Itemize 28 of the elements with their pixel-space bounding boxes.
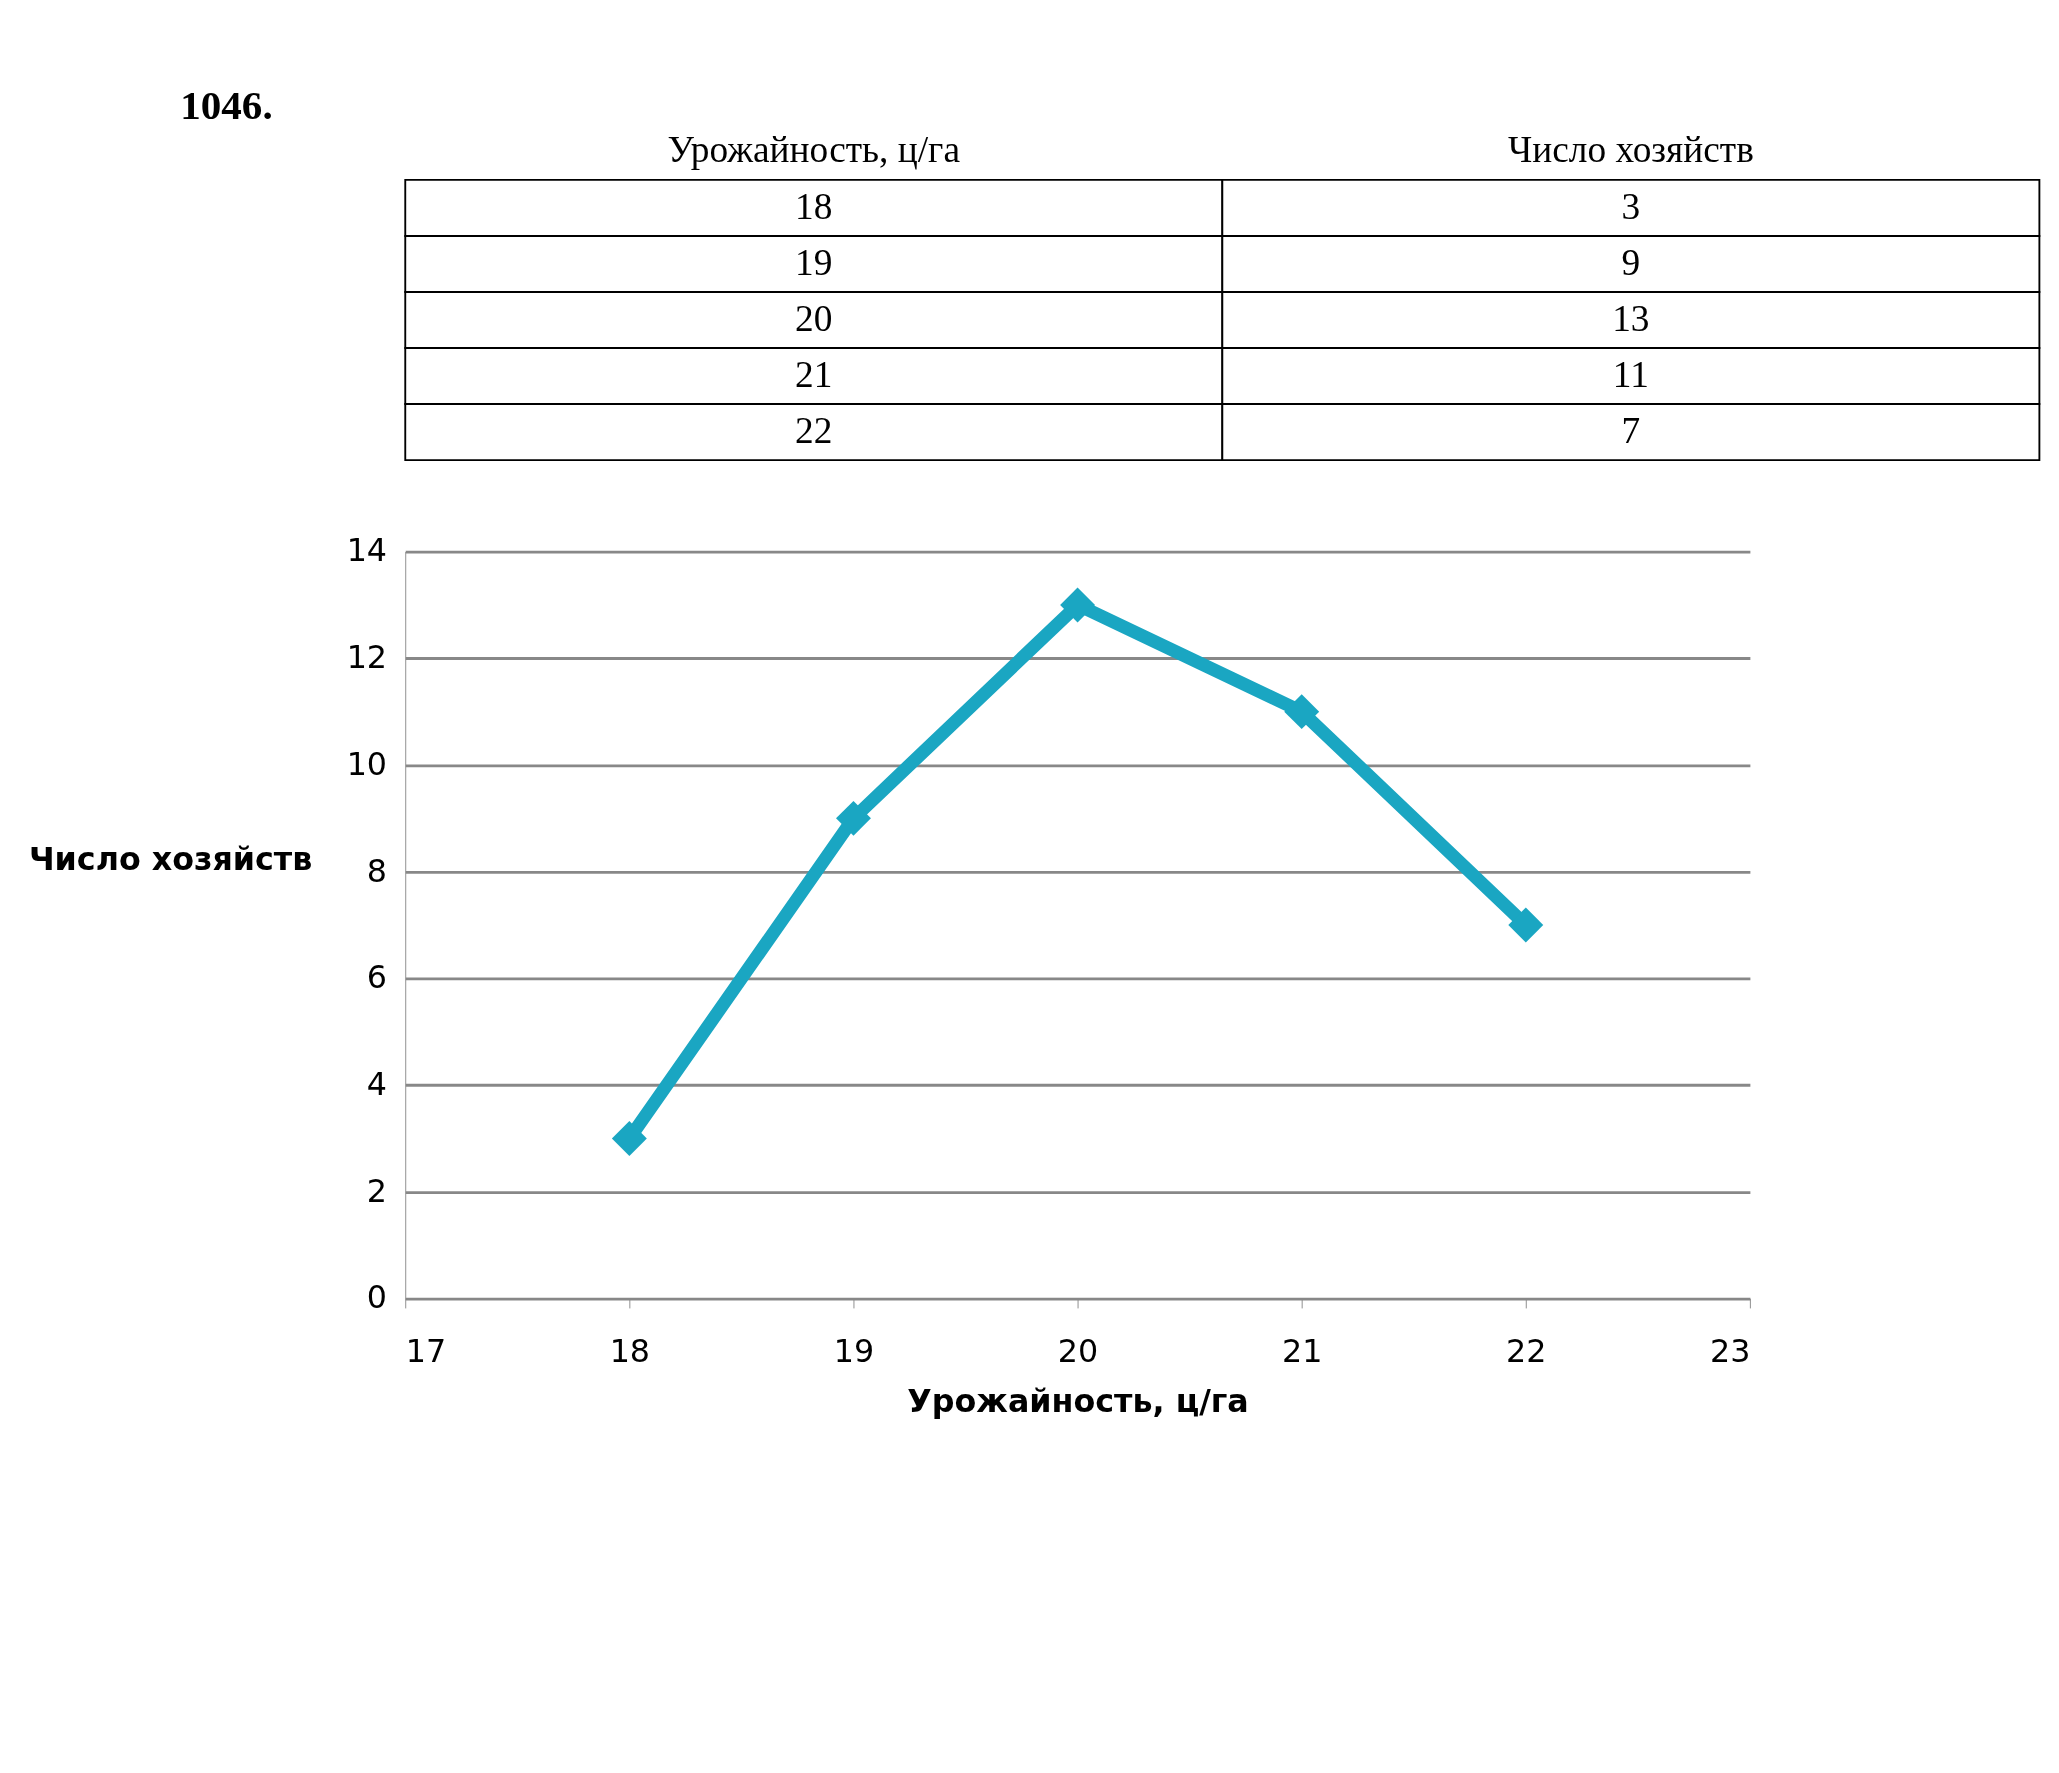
y-tick-label: 10: [346, 745, 388, 782]
x-tick-label: 20: [1057, 1332, 1099, 1369]
y-tick-label: 8: [366, 852, 388, 889]
y-tick-label: 0: [366, 1279, 388, 1316]
y-tick-label: 4: [366, 1065, 388, 1102]
data-label: 19: [795, 242, 833, 284]
x-tick-label: 17: [405, 1332, 447, 1369]
data-label: 22: [795, 410, 833, 452]
x-axis-title: Урожайность, ц/га: [907, 1383, 1249, 1420]
data-label: 13: [1612, 298, 1650, 340]
data-label: 9: [1621, 242, 1641, 284]
x-tick-label: 22: [1506, 1332, 1547, 1369]
data-label: 11: [1612, 354, 1649, 396]
y-tick-label: 12: [346, 639, 388, 676]
x-tick-label: 18: [609, 1332, 651, 1369]
y-tick-label: 14: [346, 532, 388, 569]
x-tick-label: 21: [1281, 1332, 1323, 1369]
data-label: 7: [1621, 410, 1641, 452]
chart-title: 1046.: [180, 82, 273, 129]
y-tick-label: 2: [366, 1172, 388, 1209]
x-tick-label: 19: [833, 1332, 875, 1369]
y-tick-label: 6: [366, 959, 388, 996]
data-label: 3: [1621, 186, 1641, 228]
data-label: 21: [795, 354, 833, 396]
data-label: 20: [795, 298, 833, 340]
y-axis-title: Число хозяйств: [28, 840, 313, 877]
data-label: 18: [795, 186, 833, 228]
x-tick-label: 23: [1709, 1332, 1751, 1369]
